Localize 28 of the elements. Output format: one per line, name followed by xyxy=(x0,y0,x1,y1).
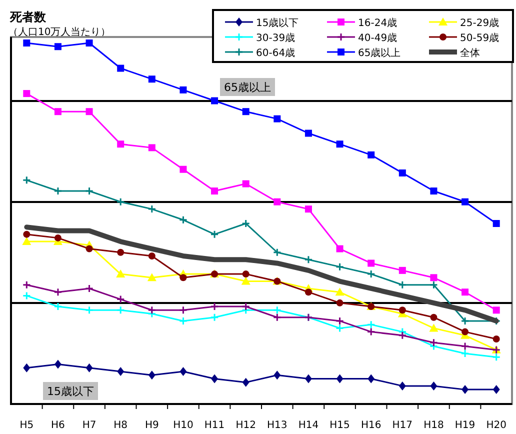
x-tick-label: H11 xyxy=(204,420,225,431)
legend-label: 60-64歳 xyxy=(256,47,296,59)
x-tick-label: H16 xyxy=(360,420,382,431)
x-tick-label: H10 xyxy=(173,420,194,431)
legend-label: 全体 xyxy=(460,47,480,59)
x-tick-label: H17 xyxy=(392,420,413,431)
x-tick-label: H15 xyxy=(330,420,350,431)
x-tick-label: H6 xyxy=(51,420,65,431)
legend-label: 15歳以下 xyxy=(256,17,299,29)
x-tick-label: H20 xyxy=(486,420,506,431)
x-tick-label: H13 xyxy=(267,420,288,431)
annotation: 65歳以上 xyxy=(224,81,271,94)
x-tick-label: H5 xyxy=(20,420,34,431)
legend-label: 25-29歳 xyxy=(460,17,500,29)
x-tick-label: H19 xyxy=(454,420,476,431)
legend-label: 30-39歳 xyxy=(256,32,296,44)
x-tick-label: H8 xyxy=(114,420,128,431)
x-tick-label: H18 xyxy=(424,420,444,431)
legend-label: 40-49歳 xyxy=(358,32,398,44)
legend-label: 16-24歳 xyxy=(358,17,398,29)
x-tick-label: H12 xyxy=(236,420,256,431)
x-tick-label: H14 xyxy=(298,420,319,431)
legend-label: 65歳以上 xyxy=(358,47,401,59)
x-tick-label: H9 xyxy=(144,420,159,431)
legend-label: 50-59歳 xyxy=(460,32,500,44)
annotation: 15歳以下 xyxy=(47,385,94,398)
x-tick-label: H7 xyxy=(82,420,96,431)
chart-title: 死者数 xyxy=(9,10,47,24)
